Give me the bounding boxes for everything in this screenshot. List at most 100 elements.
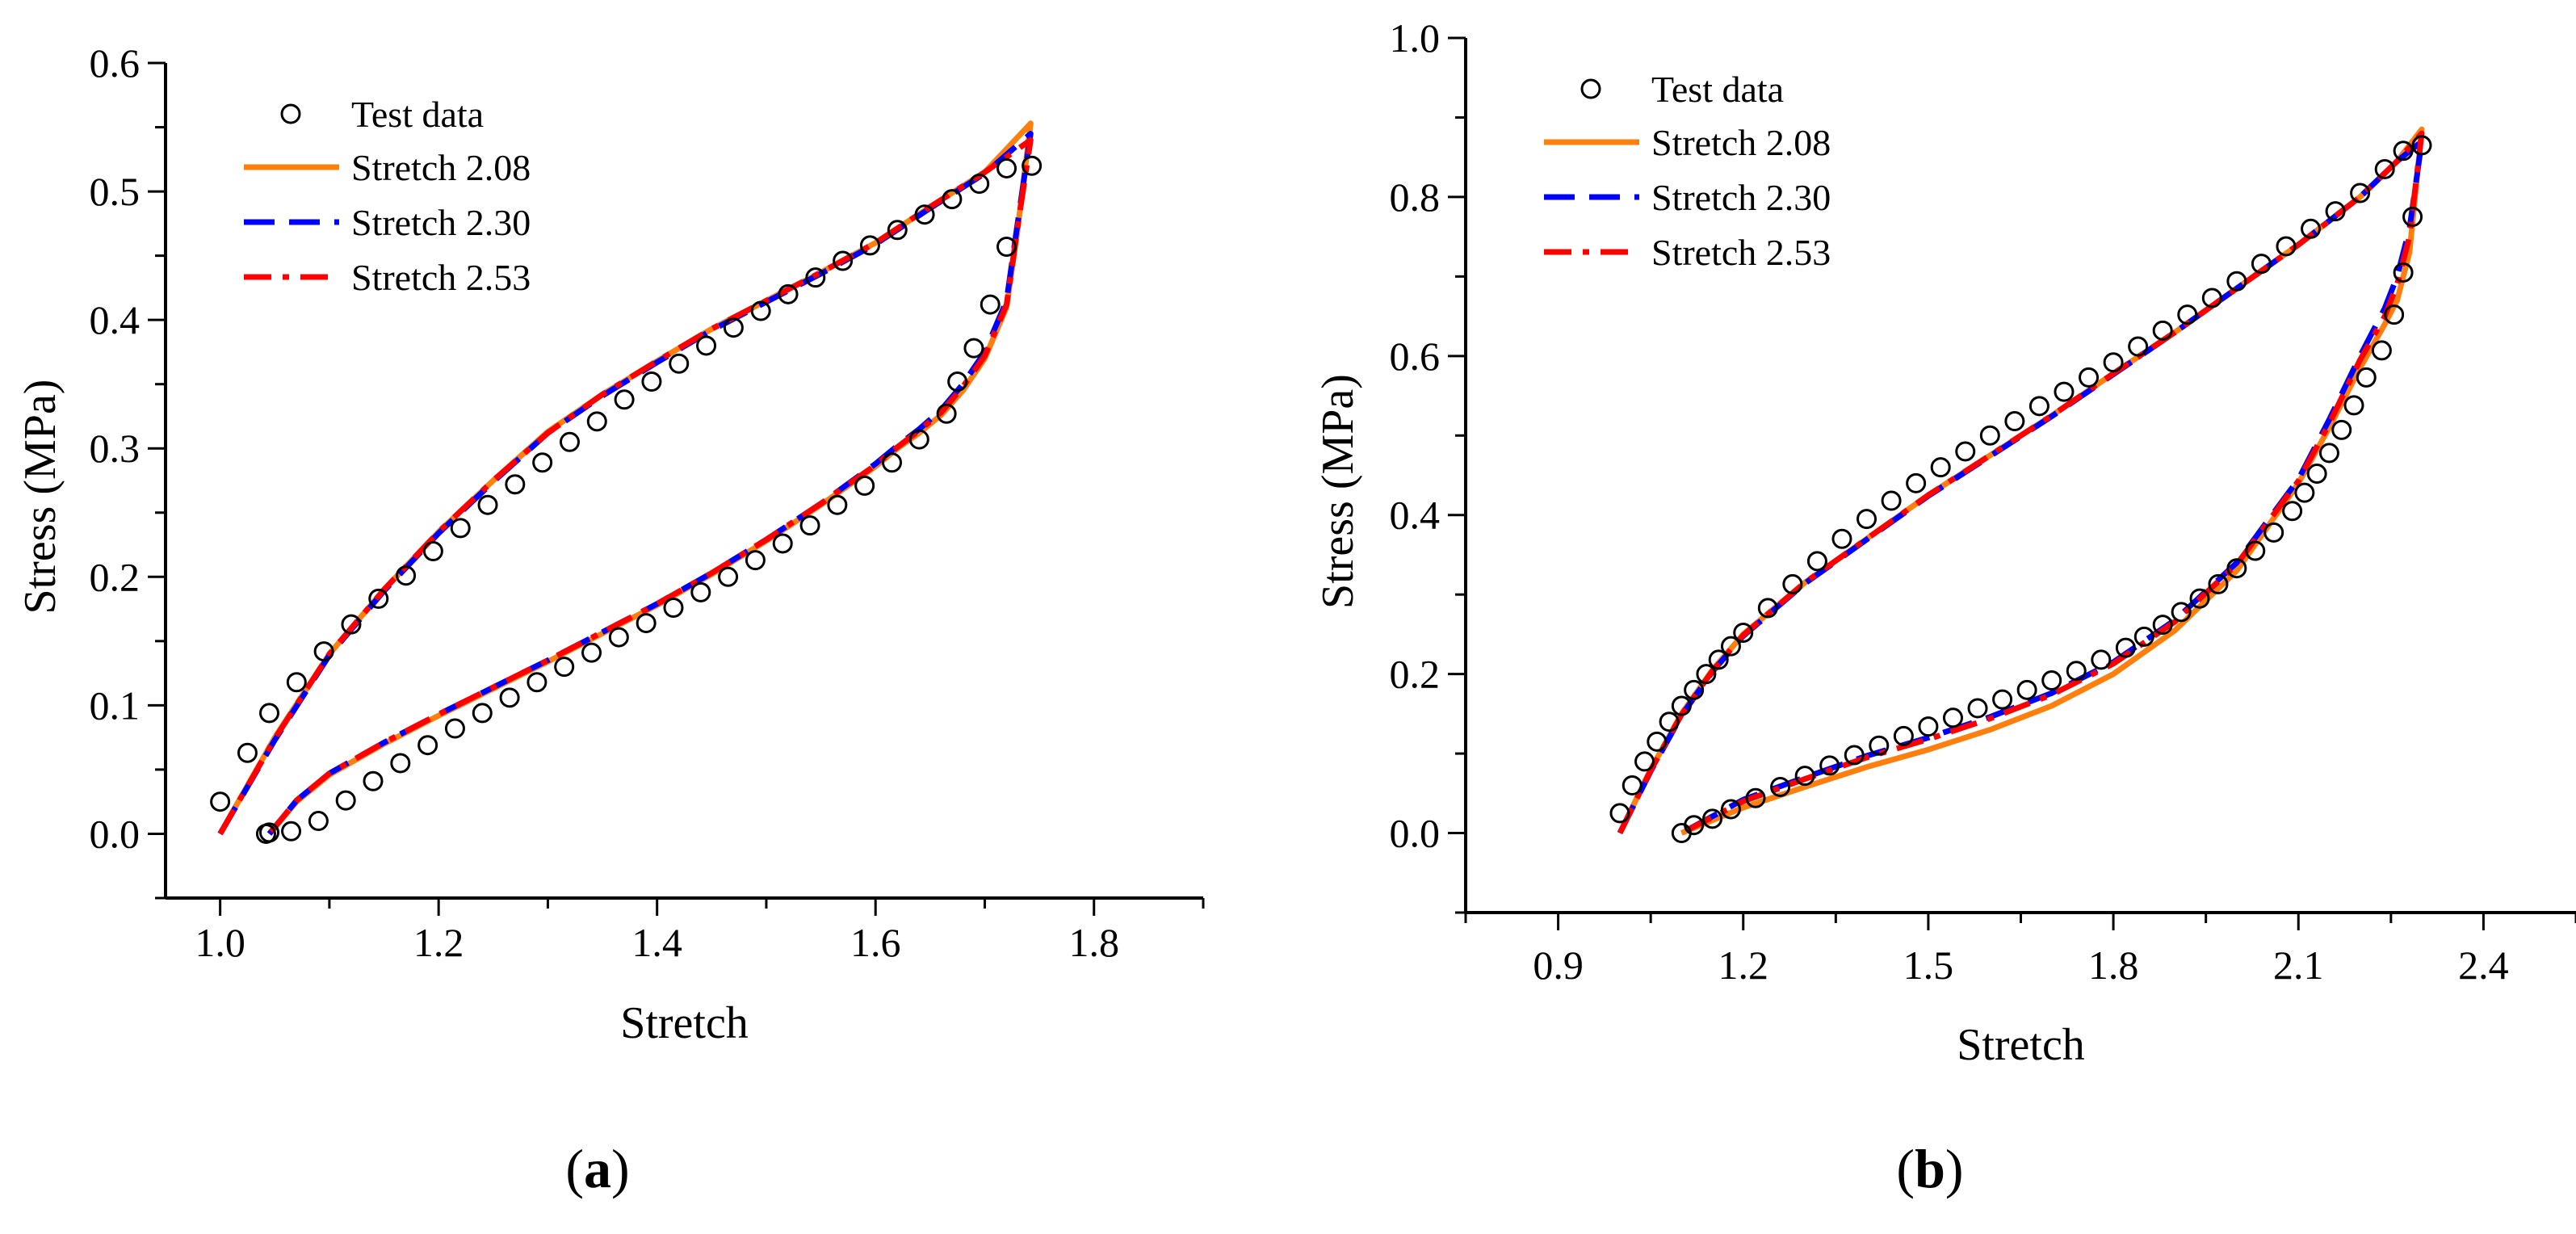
test-data-point [586, 411, 607, 432]
test-data-point [2393, 262, 2414, 283]
test-data-point [2201, 288, 2222, 308]
y-tick-label: 0.0 [1390, 811, 1441, 856]
test-data-point [2301, 218, 2322, 239]
y-tick-label: 0.2 [1390, 652, 1441, 697]
test-data-point [210, 791, 231, 812]
test-data-point [882, 452, 902, 473]
test-data-point [308, 811, 329, 832]
chart-panel-a: 1.0 1.2 1.4 1.6 1.8 0.0 0.1 0.2 0.3 0.4 0.5 0.6 Stre… [15, 40, 1205, 1199]
test-data-point [505, 474, 526, 495]
test-data-point [2356, 367, 2377, 388]
legend: Test data Stretch 2.08 Stretch 2.30 Stretch… [1544, 69, 1831, 273]
test-data-point [2103, 352, 2124, 373]
test-data-point [2343, 395, 2364, 416]
x-axis-title: Stretch [1957, 1020, 2085, 1070]
test-data-point [2226, 271, 2247, 292]
test-data-point [1967, 698, 1988, 719]
x-tick-label: 0.9 [1533, 942, 1584, 988]
test-data-point [963, 338, 984, 359]
series-line-stretch-2-53 [217, 136, 1034, 836]
test-data-point [1918, 716, 1939, 737]
test-data-point [980, 294, 1001, 315]
test-data-point [2091, 649, 2112, 670]
test-data-point [1647, 731, 1668, 752]
test-data-point [2306, 464, 2327, 485]
test-data-point [422, 540, 443, 561]
test-data-point [1856, 509, 1877, 530]
test-data-point [2384, 304, 2405, 325]
y-tick-label: 0.4 [90, 297, 141, 342]
test-data-point [499, 687, 520, 708]
test-data-point [947, 371, 968, 392]
test-data-point [2152, 615, 2173, 636]
series-line-stretch-2-30 [217, 131, 1034, 836]
test-data-point [417, 735, 438, 756]
test-data-point [1733, 622, 1754, 643]
test-data-point [969, 174, 990, 195]
test-data-point [663, 597, 684, 618]
x-tick-label: 2.1 [2273, 942, 2324, 988]
y-tick-label: 0.4 [1390, 493, 1441, 538]
test-data-point [1684, 679, 1705, 700]
test-data-point [2402, 207, 2423, 228]
x-tick-label: 1.6 [850, 920, 901, 965]
test-data-point [2411, 135, 2432, 156]
test-data-point [942, 189, 963, 210]
test-data-point [2294, 482, 2315, 503]
test-data-point [827, 494, 848, 515]
test-data-point [396, 565, 417, 586]
test-data-point [833, 250, 854, 271]
test-data-point [2331, 419, 2352, 440]
test-data-point [908, 429, 929, 450]
test-data-point [2393, 141, 2414, 162]
test-data-point [363, 770, 384, 791]
test-data-point [2276, 236, 2297, 257]
legend-label: Stretch 2.30 [1651, 177, 1831, 218]
test-data-point [1757, 598, 1778, 619]
test-data-point [772, 533, 793, 554]
test-data-point [914, 204, 935, 225]
test-data-point [1720, 799, 1741, 820]
legend-marker-test-data [280, 103, 301, 124]
test-data-point [2350, 183, 2371, 204]
test-data-point [259, 703, 279, 724]
y-tick-label: 0.3 [90, 426, 141, 471]
test-data-point [608, 627, 629, 648]
test-data-point [1955, 441, 1976, 462]
test-data-point [368, 588, 389, 609]
test-data-point [1609, 803, 1630, 824]
test-data-point [237, 742, 258, 763]
x-tick-label: 1.2 [413, 920, 464, 965]
test-data-point [281, 821, 302, 842]
test-data-point [936, 403, 957, 424]
test-data-point [1942, 707, 1963, 728]
test-data-point [2208, 573, 2229, 594]
test-data-point [2374, 158, 2395, 179]
test-data-point [477, 494, 498, 515]
chart-panel-b: 0.9 1.2 1.5 1.8 2.1 2.4 0.0 0.2 0.4 0.6 0.8 1.0 Stre… [1313, 15, 2576, 1199]
x-tick-label: 1.8 [1068, 920, 1119, 965]
test-data-point [778, 283, 799, 304]
test-data-point [559, 431, 580, 452]
test-data-point [472, 703, 493, 724]
test-data-point [1979, 425, 2000, 446]
test-data-point [1992, 689, 2013, 710]
test-data-point [313, 641, 334, 662]
x-tick-label: 1.8 [2088, 942, 2139, 988]
test-data-point [2133, 626, 2154, 647]
test-data-point [2371, 340, 2392, 361]
test-data-point [554, 657, 575, 678]
test-data-point [859, 235, 880, 256]
test-data-point [450, 518, 471, 539]
test-data-point [2177, 304, 2198, 325]
test-data-point [2152, 320, 2173, 341]
series-line-stretch-2-08 [217, 120, 1034, 836]
legend-label: Stretch 2.08 [1651, 122, 1831, 163]
x-tick-label: 1.4 [631, 920, 682, 965]
test-data-point [2318, 443, 2339, 464]
test-data-point [718, 566, 739, 587]
test-data-point [390, 753, 411, 774]
test-data-point [1720, 636, 1741, 657]
test-data-point [854, 475, 875, 496]
